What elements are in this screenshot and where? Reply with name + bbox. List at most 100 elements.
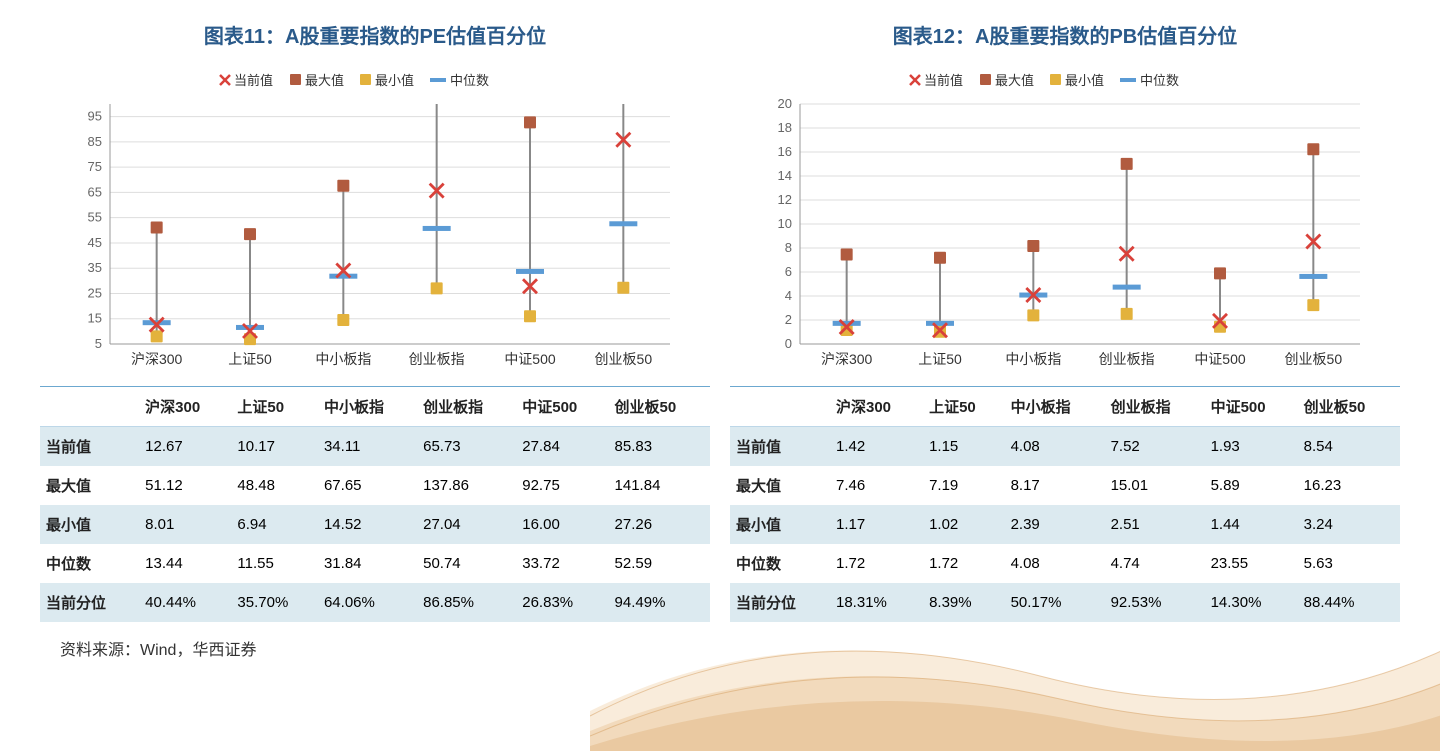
- table-row: 最大值7.467.198.1715.015.8916.23: [730, 466, 1400, 505]
- svg-text:创业板50: 创业板50: [595, 351, 653, 367]
- table-col-header: 上证50: [923, 387, 1004, 427]
- right-chart: 当前值最大值最小值中位数02468101214161820沪深300上证50中小…: [730, 64, 1400, 374]
- row-header: 最大值: [40, 466, 139, 505]
- svg-text:95: 95: [88, 109, 102, 124]
- right-table: 沪深300上证50中小板指创业板指中证500创业板50 当前值1.421.154…: [730, 386, 1400, 622]
- table-cell: 40.44%: [139, 583, 231, 622]
- right-chart-svg: 当前值最大值最小值中位数02468101214161820沪深300上证50中小…: [730, 64, 1400, 374]
- row-header: 当前值: [730, 427, 830, 467]
- table-cell: 50.17%: [1005, 583, 1105, 622]
- source-note: 资料来源：Wind，华西证券: [60, 636, 1440, 660]
- main-container: 图表11：A股重要指数的PE估值百分位 当前值最大值最小值中位数51525354…: [0, 0, 1440, 622]
- table-cell: 1.42: [830, 427, 923, 467]
- table-cell: 33.72: [516, 544, 608, 583]
- table-cell: 141.84: [609, 466, 710, 505]
- table-row: 最小值1.171.022.392.511.443.24: [730, 505, 1400, 544]
- svg-text:最大值: 最大值: [995, 73, 1034, 88]
- svg-text:中小板指: 中小板指: [315, 351, 371, 367]
- table-cell: 2.51: [1105, 505, 1205, 544]
- table-col-header: 沪深300: [139, 387, 231, 427]
- table-cell: 16.23: [1298, 466, 1400, 505]
- svg-text:中位数: 中位数: [1140, 73, 1179, 88]
- row-header: 中位数: [40, 544, 139, 583]
- table-cell: 4.08: [1005, 544, 1105, 583]
- svg-text:75: 75: [88, 159, 102, 174]
- table-cell: 11.55: [231, 544, 318, 583]
- row-header: 最小值: [730, 505, 830, 544]
- row-header: 中位数: [730, 544, 830, 583]
- svg-text:8: 8: [785, 240, 792, 255]
- table-cell: 12.67: [139, 427, 231, 467]
- table-cell: 64.06%: [318, 583, 417, 622]
- svg-text:10: 10: [778, 216, 792, 231]
- table-cell: 50.74: [417, 544, 516, 583]
- table-col-header: 中小板指: [1005, 387, 1105, 427]
- svg-text:5: 5: [95, 336, 102, 351]
- table-cell: 13.44: [139, 544, 231, 583]
- table-cell: 1.93: [1205, 427, 1298, 467]
- table-col-header: 中小板指: [318, 387, 417, 427]
- row-header: 当前值: [40, 427, 139, 467]
- table-cell: 52.59: [609, 544, 710, 583]
- table-row: 当前值12.6710.1734.1165.7327.8485.83: [40, 427, 710, 467]
- table-cell: 8.01: [139, 505, 231, 544]
- svg-text:16: 16: [778, 144, 792, 159]
- table-row: 最大值51.1248.4867.65137.8692.75141.84: [40, 466, 710, 505]
- table-col-header: 创业板指: [1105, 387, 1205, 427]
- row-header: 当前分位: [730, 583, 830, 622]
- table-cell: 137.86: [417, 466, 516, 505]
- table-cell: 88.44%: [1298, 583, 1400, 622]
- svg-text:65: 65: [88, 184, 102, 199]
- svg-text:12: 12: [778, 192, 792, 207]
- table-cell: 16.00: [516, 505, 608, 544]
- svg-text:中证500: 中证500: [504, 351, 556, 367]
- row-header: 最大值: [730, 466, 830, 505]
- svg-text:2: 2: [785, 312, 792, 327]
- table-cell: 3.24: [1298, 505, 1400, 544]
- svg-text:最小值: 最小值: [1065, 73, 1104, 88]
- table-cell: 65.73: [417, 427, 516, 467]
- table-col-header: 沪深300: [830, 387, 923, 427]
- svg-text:创业板指: 创业板指: [1099, 351, 1155, 367]
- table-cell: 8.17: [1005, 466, 1105, 505]
- table-row: 当前分位18.31%8.39%50.17%92.53%14.30%88.44%: [730, 583, 1400, 622]
- table-cell: 35.70%: [231, 583, 318, 622]
- svg-text:沪深300: 沪深300: [131, 351, 183, 367]
- table-col-header: 中证500: [516, 387, 608, 427]
- table-row: 当前分位40.44%35.70%64.06%86.85%26.83%94.49%: [40, 583, 710, 622]
- table-cell: 7.19: [923, 466, 1004, 505]
- table-cell: 1.72: [923, 544, 1004, 583]
- svg-text:0: 0: [785, 336, 792, 351]
- svg-text:当前值: 当前值: [924, 73, 963, 88]
- right-title: 图表12：A股重要指数的PB估值百分位: [730, 20, 1400, 49]
- table-cell: 1.15: [923, 427, 1004, 467]
- table-col-header: 上证50: [231, 387, 318, 427]
- svg-text:中证500: 中证500: [1194, 351, 1246, 367]
- right-panel: 图表12：A股重要指数的PB估值百分位 当前值最大值最小值中位数02468101…: [730, 20, 1400, 622]
- row-header: 最小值: [40, 505, 139, 544]
- svg-text:18: 18: [778, 120, 792, 135]
- table-cell: 26.83%: [516, 583, 608, 622]
- table-cell: 34.11: [318, 427, 417, 467]
- left-chart-svg: 当前值最大值最小值中位数5152535455565758595沪深300上证50…: [40, 64, 710, 374]
- table-cell: 8.54: [1298, 427, 1400, 467]
- svg-text:35: 35: [88, 260, 102, 275]
- svg-text:上证50: 上证50: [228, 351, 272, 367]
- table-row: 中位数13.4411.5531.8450.7433.7252.59: [40, 544, 710, 583]
- table-cell: 18.31%: [830, 583, 923, 622]
- table-cell: 27.26: [609, 505, 710, 544]
- svg-text:4: 4: [785, 288, 792, 303]
- table-row: 当前值1.421.154.087.521.938.54: [730, 427, 1400, 467]
- table-cell: 1.02: [923, 505, 1004, 544]
- table-col-header: 中证500: [1205, 387, 1298, 427]
- table-cell: 27.04: [417, 505, 516, 544]
- table-cell: 7.46: [830, 466, 923, 505]
- svg-text:14: 14: [778, 168, 792, 183]
- table-cell: 85.83: [609, 427, 710, 467]
- svg-text:当前值: 当前值: [234, 73, 273, 88]
- svg-text:55: 55: [88, 210, 102, 225]
- svg-text:创业板指: 创业板指: [409, 351, 465, 367]
- table-cell: 51.12: [139, 466, 231, 505]
- table-cell: 92.75: [516, 466, 608, 505]
- table-cell: 1.17: [830, 505, 923, 544]
